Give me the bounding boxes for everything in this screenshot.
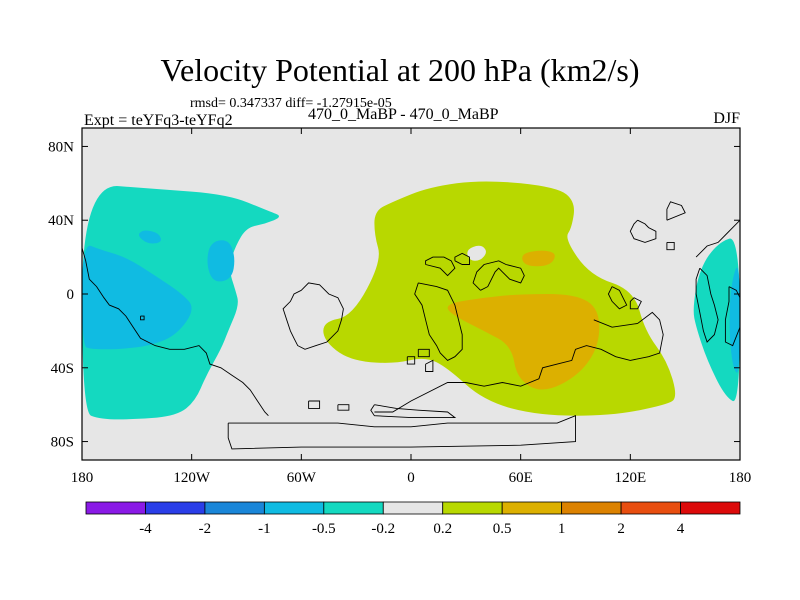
x-tick-label: 60E xyxy=(509,470,533,486)
coastline-segment xyxy=(425,256,456,277)
x-tick-label: 120E xyxy=(614,470,646,486)
x-tick-label: 180 xyxy=(729,470,752,486)
colorbar-swatch xyxy=(442,501,503,515)
coastline-segment xyxy=(425,359,434,372)
axis-ticks: 180 120W 60W 0 60E 120E 180 80N 40N 0 40S 80S xyxy=(48,128,751,486)
colorbar-swatch xyxy=(620,501,681,515)
experiment-label: Expt = teYFq3-teYFq2 xyxy=(84,112,233,129)
contour-region-americas-cell xyxy=(207,240,235,282)
coastline-segment xyxy=(607,286,628,310)
colorbar-level-label: -0.2 xyxy=(371,521,395,537)
colorbar-swatch xyxy=(323,501,384,515)
colorbar-swatch xyxy=(263,501,325,515)
contour-region-north-hole xyxy=(467,245,486,261)
colorbar-level-label: 0.5 xyxy=(493,521,512,537)
colorbar-swatch xyxy=(145,501,206,515)
contour-region-north-cell xyxy=(522,250,555,267)
y-tick-label: 0 xyxy=(67,287,75,303)
coastline-segment xyxy=(695,219,740,258)
contour-region-east-pacific-minimum xyxy=(82,245,192,350)
coastline-segment xyxy=(414,282,463,361)
coastline-layer xyxy=(82,201,740,450)
colorbar-swatch xyxy=(561,501,622,515)
coastline-segment xyxy=(629,297,642,310)
coastline-segment xyxy=(406,356,416,365)
coastline-segment xyxy=(282,282,344,350)
coastline-segment xyxy=(140,315,145,321)
coastline-segment xyxy=(666,201,686,221)
x-tick-label: 0 xyxy=(407,470,415,486)
colorbar-swatch xyxy=(85,501,146,515)
coastline-segment xyxy=(374,311,664,413)
colorbar-level-label: -4 xyxy=(139,521,152,537)
y-tick-label: 40N xyxy=(48,213,74,229)
y-tick-label: 80N xyxy=(48,139,74,155)
rmsd-diff-stats: rmsd= 0.347337 diff= -1.27915e-05 xyxy=(190,96,392,111)
x-tick-label: 60W xyxy=(287,470,317,486)
colorbar-swatch xyxy=(501,501,563,515)
colorbar-level-label: -0.5 xyxy=(312,521,336,537)
coastline-segment xyxy=(454,252,470,265)
coastline-segment xyxy=(695,267,719,343)
y-tick-label: 40S xyxy=(51,361,74,377)
coastline-segment xyxy=(82,247,269,417)
colorbar-level-label: 1 xyxy=(558,521,566,537)
coastline-segment xyxy=(724,286,740,347)
run-comparison-label: 470_0_MaBP - 470_0_MaBP xyxy=(308,106,499,123)
colorbar-level-label: 4 xyxy=(677,521,685,537)
colorbar-level-label: -1 xyxy=(258,521,271,537)
coastline-segment xyxy=(227,415,576,450)
coastline-segment xyxy=(417,348,430,358)
colorbar-level-label: 2 xyxy=(617,521,625,537)
colorbar-swatch xyxy=(680,501,741,515)
contour-region-maritime-maximum xyxy=(447,294,600,390)
coastline-segment xyxy=(666,241,675,251)
chart-title: Velocity Potential at 200 hPa (km2/s) xyxy=(160,52,640,88)
colorbar-swatch xyxy=(204,501,265,515)
coastline-segment xyxy=(629,219,657,243)
coastline-segment xyxy=(472,260,525,291)
x-tick-label: 120W xyxy=(173,470,211,486)
colorbar-level-label: 0.2 xyxy=(433,521,452,537)
x-tick-label: 180 xyxy=(71,470,94,486)
coastline-segment xyxy=(308,400,321,409)
coastline-segment xyxy=(337,404,350,411)
colorbar: -4 -2 -1 -0.5 -0.2 0.2 0.5 1 2 4 xyxy=(85,501,741,537)
colorbar-level-label: -2 xyxy=(199,521,212,537)
season-label: DJF xyxy=(713,110,740,127)
coastline-segment xyxy=(370,404,457,419)
y-tick-label: 80S xyxy=(51,435,74,451)
contour-region-pacific-cell-small xyxy=(139,230,161,244)
contour-region-east-pacific-negative xyxy=(693,238,740,402)
colorbar-swatch xyxy=(382,501,444,515)
